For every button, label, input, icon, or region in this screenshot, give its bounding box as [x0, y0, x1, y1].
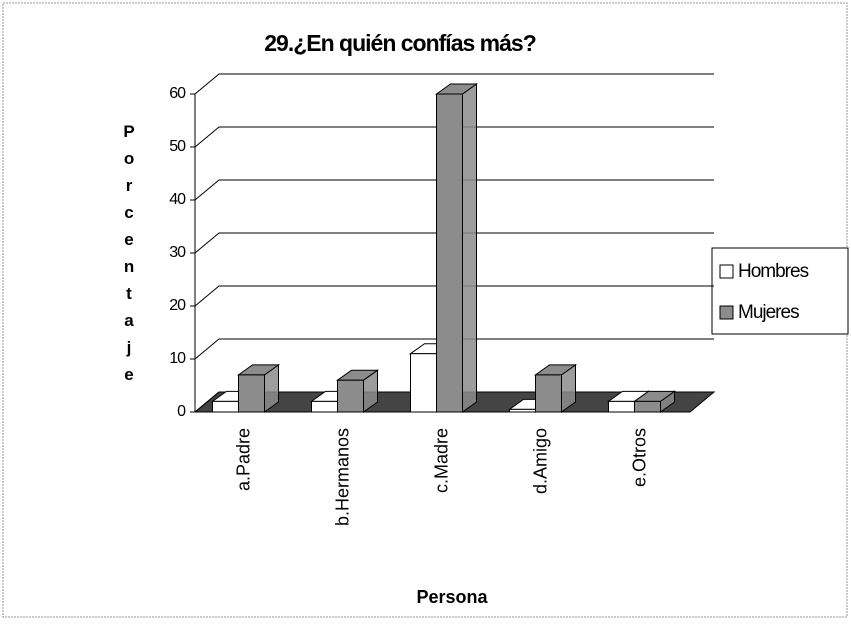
grid-line [194, 73, 714, 95]
bar [410, 353, 437, 413]
legend-swatch [719, 264, 734, 279]
grid-line [194, 338, 714, 360]
bar [509, 408, 536, 413]
y-axis-label: Porcentaje [120, 122, 139, 392]
grid-line [194, 285, 714, 307]
grid-line [194, 179, 714, 201]
bar [311, 400, 338, 413]
x-axis-label: Persona [416, 587, 488, 607]
bar [436, 93, 463, 413]
bar [238, 374, 265, 413]
x-tick-label: a.Padre [233, 428, 253, 491]
bar-side [462, 83, 477, 413]
y-tick-label: 50 [169, 138, 186, 155]
y-tick-label: 30 [169, 244, 186, 261]
chart-title: 29.¿En quién confías más? [264, 30, 536, 56]
y-tick-label: 10 [169, 350, 186, 367]
y-tick-label: 0 [177, 403, 186, 420]
bar [337, 379, 364, 413]
legend-label: Hombres [738, 261, 809, 282]
x-tick-label: e.Otros [629, 428, 649, 487]
legend [711, 247, 849, 335]
x-tick-label: b.Hermanos [332, 428, 352, 526]
chart-frame [2, 2, 848, 618]
y-tick-label: 20 [169, 297, 186, 314]
bar [535, 374, 562, 413]
bar [212, 400, 239, 413]
y-tick-label: 40 [169, 191, 186, 208]
legend-label: Mujeres [738, 302, 799, 323]
y-tick-label: 60 [169, 85, 186, 102]
grid-line [194, 126, 714, 148]
legend-swatch [719, 305, 734, 320]
x-tick-label: c.Madre [431, 428, 451, 493]
bar [634, 400, 661, 413]
x-tick-label: d.Amigo [530, 428, 550, 494]
grid-line [194, 232, 714, 254]
bar [608, 400, 635, 413]
